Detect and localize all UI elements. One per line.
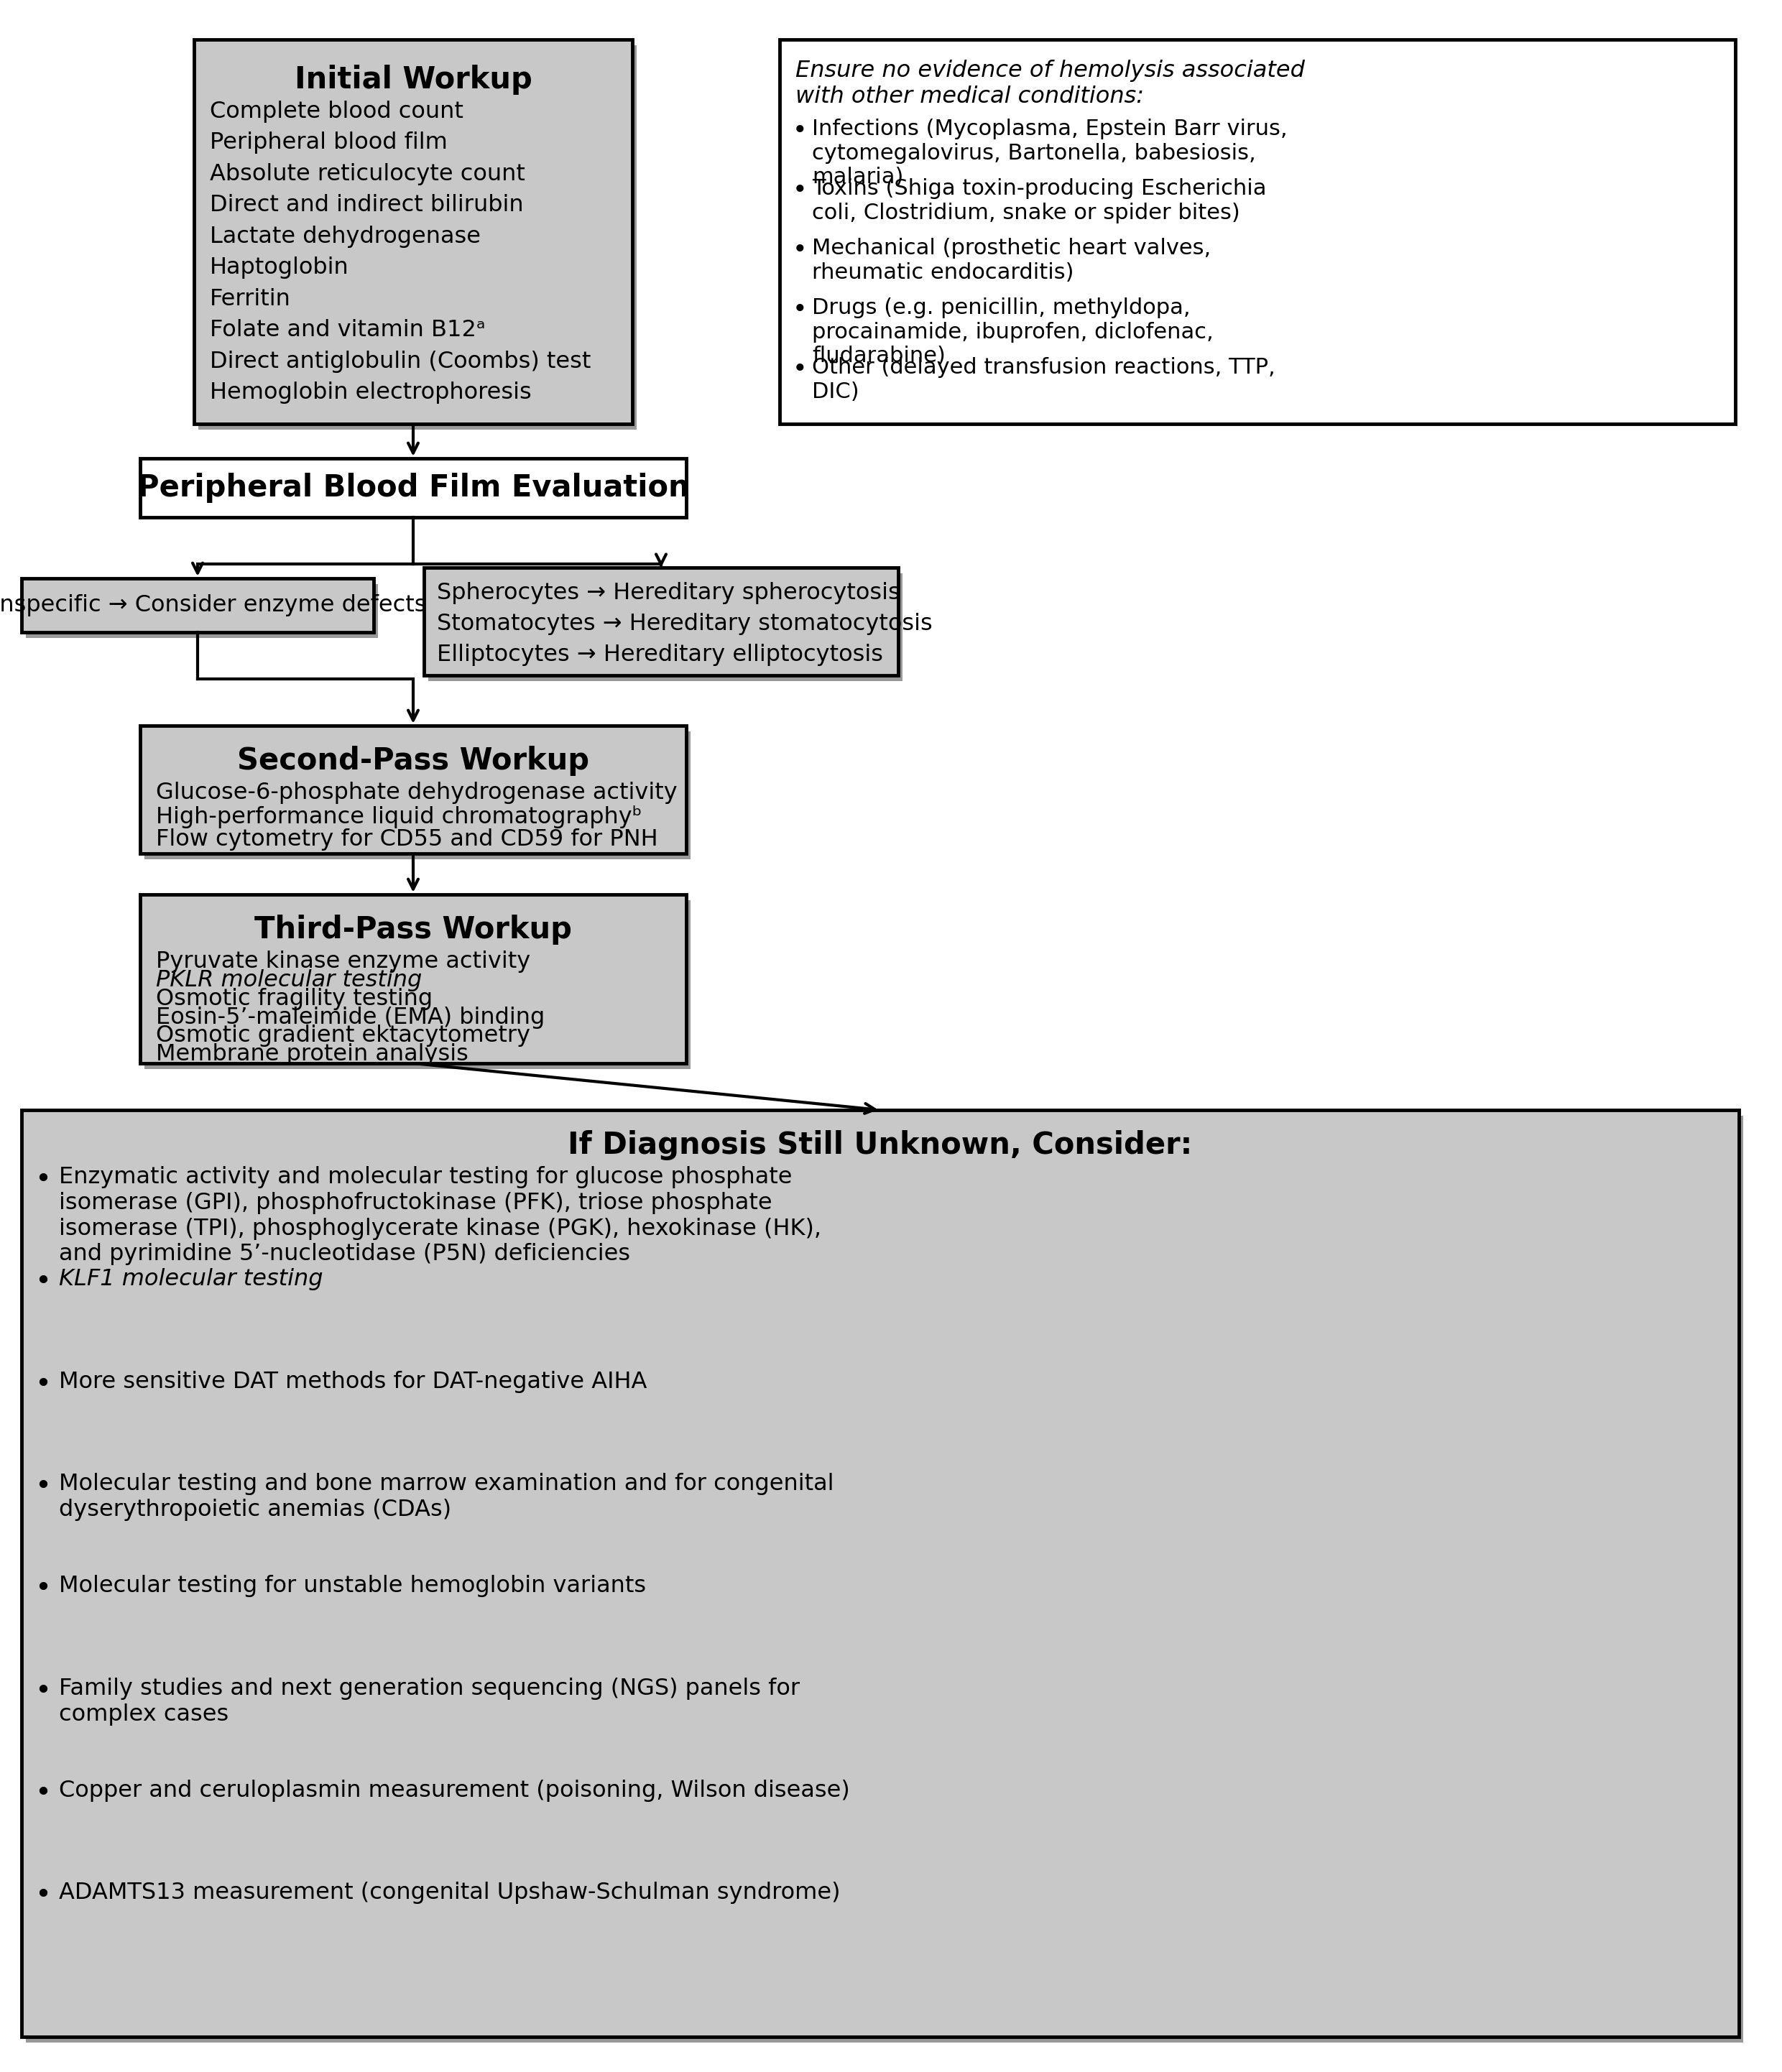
Text: •: • — [34, 1678, 52, 1705]
Text: •: • — [34, 1881, 52, 1908]
Text: If Diagnosis Still Unknown, Consider:: If Diagnosis Still Unknown, Consider: — [568, 1129, 1192, 1160]
Text: Eosin-5’-maleimide (EMA) binding: Eosin-5’-maleimide (EMA) binding — [157, 1007, 545, 1028]
Text: Elliptocytes → Hereditary elliptocytosis: Elliptocytes → Hereditary elliptocytosis — [437, 644, 884, 665]
Text: Copper and ceruloplasmin measurement (poisoning, Wilson disease): Copper and ceruloplasmin measurement (po… — [59, 1780, 850, 1803]
Text: Toxins (Shiga toxin-producing Escherichia
coli, Clostridium, snake or spider bit: Toxins (Shiga toxin-producing Escherichi… — [813, 178, 1267, 224]
Text: •: • — [34, 1268, 52, 1295]
FancyBboxPatch shape — [141, 895, 686, 1063]
Text: High-performance liquid chromatographyᵇ: High-performance liquid chromatographyᵇ — [157, 806, 642, 829]
Text: Drugs (e.g. penicillin, methyldopa,
procainamide, ibuprofen, diclofenac,
fludara: Drugs (e.g. penicillin, methyldopa, proc… — [813, 298, 1214, 367]
FancyBboxPatch shape — [144, 899, 691, 1069]
Text: •: • — [34, 1167, 52, 1193]
Text: •: • — [793, 238, 807, 263]
Text: Absolute reticulocyte count: Absolute reticulocyte count — [210, 164, 526, 184]
Text: Family studies and next generation sequencing (NGS) panels for
complex cases: Family studies and next generation seque… — [59, 1678, 800, 1726]
Text: Direct and indirect bilirubin: Direct and indirect bilirubin — [210, 195, 524, 218]
Text: •: • — [793, 356, 807, 381]
Text: Membrane protein analysis: Membrane protein analysis — [157, 1044, 469, 1065]
FancyBboxPatch shape — [428, 574, 902, 682]
Text: Molecular testing for unstable hemoglobin variants: Molecular testing for unstable hemoglobi… — [59, 1575, 647, 1598]
FancyBboxPatch shape — [27, 584, 378, 638]
Text: •: • — [793, 178, 807, 203]
FancyBboxPatch shape — [781, 39, 1736, 425]
Text: Other (delayed transfusion reactions, TTP,
DIC): Other (delayed transfusion reactions, TT… — [813, 356, 1276, 402]
Text: Ensure no evidence of hemolysis associated
with other medical conditions:: Ensure no evidence of hemolysis associat… — [795, 60, 1304, 108]
Text: PKLR molecular testing: PKLR molecular testing — [157, 970, 422, 990]
FancyBboxPatch shape — [141, 725, 686, 854]
Text: ADAMTS13 measurement (congenital Upshaw-Schulman syndrome): ADAMTS13 measurement (congenital Upshaw-… — [59, 1881, 841, 1904]
FancyBboxPatch shape — [424, 568, 898, 675]
Text: Stomatocytes → Hereditary stomatocytosis: Stomatocytes → Hereditary stomatocytosis — [437, 613, 932, 634]
Text: Ferritin: Ferritin — [210, 288, 290, 311]
Text: Second-Pass Workup: Second-Pass Workup — [237, 746, 590, 775]
FancyBboxPatch shape — [198, 46, 636, 429]
Text: •: • — [793, 118, 807, 143]
Text: •: • — [34, 1370, 52, 1399]
Text: Haptoglobin: Haptoglobin — [210, 257, 349, 280]
Text: Hemoglobin electrophoresis: Hemoglobin electrophoresis — [210, 381, 531, 404]
FancyBboxPatch shape — [27, 1115, 1743, 2043]
Text: Molecular testing and bone marrow examination and for congenital
dyserythropoiet: Molecular testing and bone marrow examin… — [59, 1473, 834, 1521]
Text: Nonspecific → Consider enzyme defects: Nonspecific → Consider enzyme defects — [0, 595, 426, 615]
Text: •: • — [34, 1780, 52, 1807]
Text: Osmotic gradient ektacytometry: Osmotic gradient ektacytometry — [157, 1026, 531, 1046]
Text: Mechanical (prosthetic heart valves,
rheumatic endocarditis): Mechanical (prosthetic heart valves, rhe… — [813, 238, 1212, 282]
Text: Initial Workup: Initial Workup — [294, 64, 533, 95]
Text: Pyruvate kinase enzyme activity: Pyruvate kinase enzyme activity — [157, 951, 531, 972]
Text: Peripheral Blood Film Evaluation: Peripheral Blood Film Evaluation — [137, 472, 690, 503]
Text: •: • — [793, 298, 807, 321]
FancyBboxPatch shape — [144, 731, 691, 860]
Text: Osmotic fragility testing: Osmotic fragility testing — [157, 988, 433, 1009]
Text: KLF1 molecular testing: KLF1 molecular testing — [59, 1268, 323, 1291]
Text: Spherocytes → Hereditary spherocytosis: Spherocytes → Hereditary spherocytosis — [437, 582, 900, 605]
Text: •: • — [34, 1575, 52, 1602]
Text: Infections (Mycoplasma, Epstein Barr virus,
cytomegalovirus, Bartonella, babesio: Infections (Mycoplasma, Epstein Barr vir… — [813, 118, 1287, 189]
Text: Lactate dehydrogenase: Lactate dehydrogenase — [210, 226, 481, 249]
FancyBboxPatch shape — [21, 1111, 1739, 2037]
Text: Folate and vitamin B12ᵃ: Folate and vitamin B12ᵃ — [210, 319, 485, 342]
Text: Third-Pass Workup: Third-Pass Workup — [255, 914, 572, 945]
Text: •: • — [34, 1473, 52, 1500]
Text: Peripheral blood film: Peripheral blood film — [210, 133, 447, 153]
Text: Flow cytometry for CD55 and CD59 for PNH: Flow cytometry for CD55 and CD59 for PNH — [157, 829, 658, 852]
FancyBboxPatch shape — [141, 458, 686, 518]
FancyBboxPatch shape — [21, 578, 374, 632]
FancyBboxPatch shape — [194, 39, 633, 425]
Text: More sensitive DAT methods for DAT-negative AIHA: More sensitive DAT methods for DAT-negat… — [59, 1370, 647, 1392]
Text: Complete blood count: Complete blood count — [210, 102, 463, 122]
Text: Enzymatic activity and molecular testing for glucose phosphate
isomerase (GPI), : Enzymatic activity and molecular testing… — [59, 1167, 822, 1266]
Text: Glucose-6-phosphate dehydrogenase activity: Glucose-6-phosphate dehydrogenase activi… — [157, 781, 677, 804]
Text: Direct antiglobulin (Coombs) test: Direct antiglobulin (Coombs) test — [210, 350, 592, 373]
